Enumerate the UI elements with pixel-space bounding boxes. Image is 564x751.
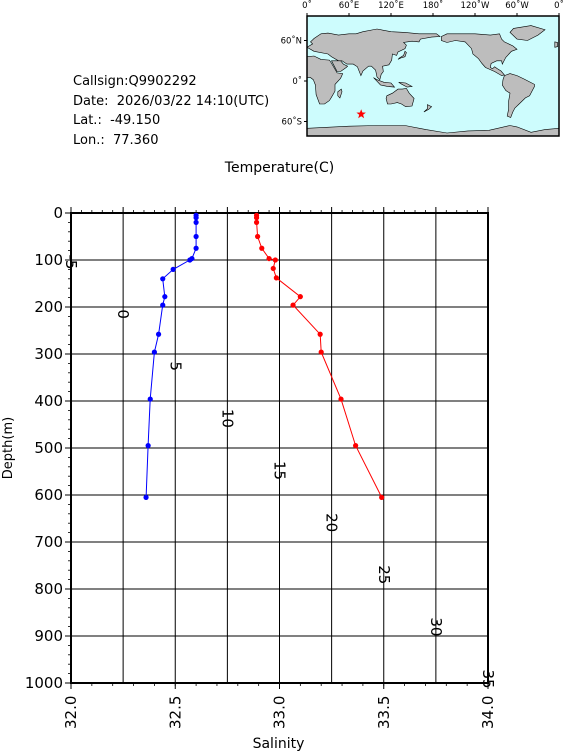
y-axis-tick-label: 1000 (25, 674, 63, 692)
map-lon-label: 60˚E (339, 0, 359, 11)
y-axis-tick-label: 700 (34, 533, 63, 551)
callsign-text: Callsign:Q9902292 (73, 74, 197, 89)
top-axis-tick-label: 20 (323, 513, 341, 532)
land-mass (423, 104, 433, 113)
longitude-text: Lon.: 77.360 (73, 132, 159, 148)
land-mass (397, 50, 407, 60)
salinity-data-point (155, 331, 162, 337)
temperature-data-point (379, 494, 385, 500)
temperature-data-point (253, 219, 260, 225)
bottom-axis-tick-label: 32.5 (166, 696, 184, 729)
temperature-data-point (317, 331, 323, 337)
salinity-data-point (193, 215, 199, 221)
map-lon-label: 0˚ (554, 0, 564, 11)
top-axis-title: Temperature(C) (224, 160, 334, 176)
y-axis-tick-label: 800 (34, 580, 63, 598)
map-lon-label: 60˚W (505, 0, 529, 11)
y-axis-tick-label: 500 (34, 439, 63, 457)
temperature-data-point (272, 257, 278, 263)
temperature-data-point (297, 294, 303, 300)
y-axis-tick-label: 0 (53, 204, 63, 222)
map-lon-label: 0˚ (302, 0, 312, 11)
temperature-data-point (338, 396, 344, 402)
map-lon-label: 120˚E (378, 0, 404, 11)
land-mass (306, 28, 441, 81)
salinity-data-point (170, 266, 176, 272)
temperature-data-point (290, 302, 296, 308)
top-axis-tick-label: 30 (427, 617, 445, 636)
salinity-data-point (147, 396, 153, 402)
bottom-axis-title: Salinity (253, 736, 305, 751)
land-mass (373, 77, 396, 88)
land-mass (554, 41, 558, 48)
top-axis-tick-label: 35 (479, 669, 497, 688)
salinity-data-point (193, 245, 199, 251)
bottom-axis-tick-label: 33.0 (271, 696, 289, 729)
bottom-axis-tick-label: 32.0 (62, 696, 80, 729)
land-mass (337, 88, 343, 99)
y-axis-tick-label: 200 (34, 298, 63, 316)
top-axis-tick-label: 15 (271, 461, 289, 480)
map-lon-label: 180˚ (423, 0, 443, 11)
temperature-data-point (270, 265, 276, 272)
salinity-data-point (187, 257, 193, 263)
land-mass (385, 88, 415, 108)
land-mass (501, 73, 535, 118)
map-lon-label: 120˚W (461, 0, 490, 11)
y-axis-tick-label: 300 (34, 345, 63, 363)
salinity-data-point (160, 302, 166, 308)
land-mass (306, 55, 344, 105)
map-lat-label: 60˚N (281, 36, 302, 47)
y-axis-tick-label: 100 (34, 251, 63, 269)
temperature-data-point (266, 255, 272, 262)
temperature-data-point (259, 245, 265, 251)
salinity-profile-line (145, 215, 197, 498)
station-marker (356, 109, 366, 119)
y-axis-title: Depth(m) (1, 417, 16, 479)
land-mass (398, 82, 413, 88)
land-mass (441, 33, 518, 76)
temperature-data-point (273, 275, 279, 281)
map-lat-label: 60˚S (282, 117, 302, 128)
top-axis-tick-label: 10 (218, 409, 236, 428)
y-axis-tick-label: 600 (34, 486, 63, 504)
salinity-data-point (160, 276, 166, 282)
temperature-data-point (318, 349, 324, 355)
y-axis-tick-label: 900 (34, 627, 63, 645)
salinity-data-point (151, 349, 157, 355)
land-mass (331, 60, 349, 72)
map-lat-label: 0˚ (292, 76, 302, 87)
top-axis-tick-label: 0 (114, 309, 132, 319)
bottom-axis-tick-label: 33.5 (375, 696, 393, 729)
station-info: Callsign:Q9902292 Date: 2026/03/22 14:10… (73, 72, 269, 150)
temperature-data-point (253, 215, 260, 221)
salinity-data-point (143, 494, 149, 500)
y-axis-tick-label: 400 (34, 392, 63, 410)
temperature-data-point (255, 233, 261, 240)
temperature-data-point (353, 443, 359, 449)
salinity-data-point (193, 219, 199, 225)
temperature-profile-line (256, 215, 383, 498)
top-axis-tick-label: -5 (62, 255, 80, 270)
top-axis-tick-label: 25 (375, 565, 393, 584)
salinity-data-point (145, 443, 151, 449)
salinity-data-point (193, 233, 199, 240)
land-mass (509, 25, 546, 41)
top-axis-tick-label: 5 (166, 361, 184, 371)
bottom-axis-tick-label: 34.0 (479, 696, 497, 729)
salinity-data-point (162, 294, 168, 300)
latitude-text: Lat.: -49.150 (73, 113, 161, 128)
date-text: Date: 2026/03/22 14:10(UTC) (73, 93, 270, 109)
